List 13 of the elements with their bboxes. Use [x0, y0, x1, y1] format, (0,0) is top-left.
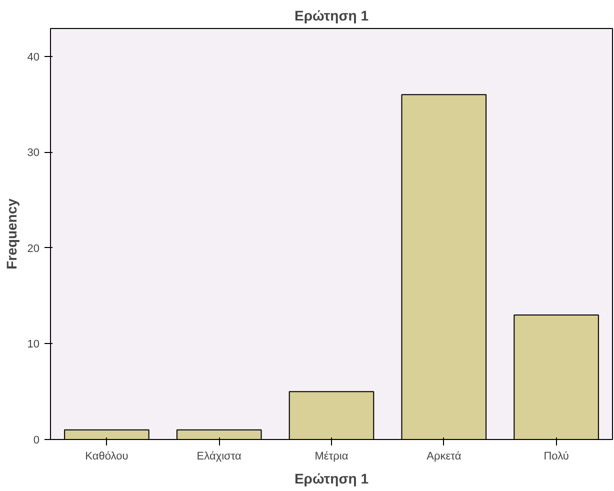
y-axis-title: Frequency — [3, 198, 20, 270]
x-axis-title: Ερώτηση 1 — [294, 470, 369, 486]
x-tick-label: Αρκετά — [426, 450, 462, 462]
y-tick-label: 30 — [27, 147, 40, 160]
y-tick-label: 20 — [27, 242, 40, 255]
y-tick-label: 40 — [27, 51, 40, 64]
x-tick-label: Καθόλου — [85, 450, 128, 462]
x-tick-label: Μέτρια — [314, 450, 349, 462]
y-tick-label: 10 — [27, 338, 40, 351]
x-tick-label: Ελάχιστα — [196, 450, 242, 462]
y-tick-label: 0 — [33, 434, 40, 446]
chart-title: Ερώτηση 1 — [294, 8, 369, 24]
x-tick-label: Πολύ — [544, 450, 569, 462]
